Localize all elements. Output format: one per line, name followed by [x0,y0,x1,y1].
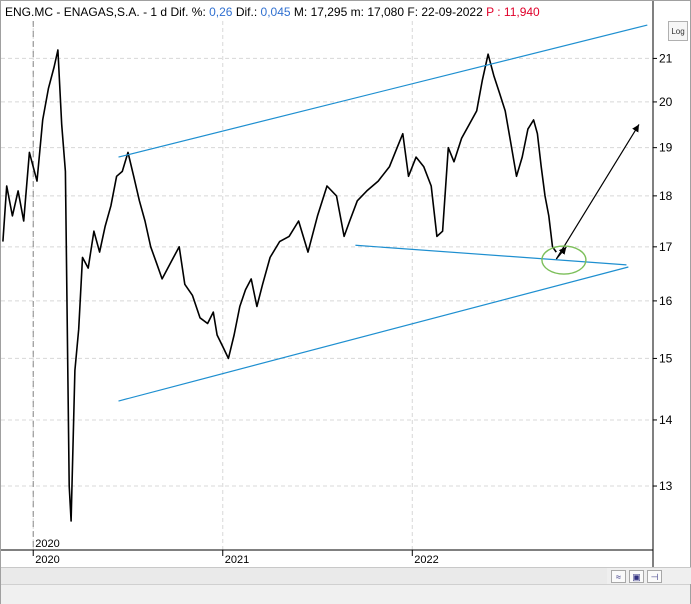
projection-arrow [555,124,640,260]
y-tick-label: 16 [659,294,673,308]
chart-header: ENG.MC - ENAGAS,S.A. - 1 d Dif. %: 0,26 … [5,5,540,19]
header-date-value: 22-09-2022 [421,5,483,19]
y-tick-label: 21 [659,51,673,65]
header-date-label: F: [407,5,418,19]
grid-lines [1,21,653,550]
header-min-label: m: [351,5,364,19]
annotations [118,24,648,402]
cursor-date-label: 2020 [35,538,59,550]
chart-toolbar: ≈ ▣ ⊣ [607,567,691,584]
x-tick-labels: 2020 2021 2022 [32,550,439,566]
price-line [2,49,557,522]
header-dif-value: 0,045 [261,5,291,19]
y-tick-labels: 13 14 15 16 17 18 19 20 21 [653,51,673,493]
header-sep2: - [143,5,147,19]
log-scale-button[interactable]: Log [668,21,688,41]
header-max-value: 17,295 [311,5,348,19]
header-name: ENAGAS,S.A. [64,5,140,19]
header-p-value: 11,940 [504,5,540,19]
header-period: 1 d [150,5,167,19]
y-tick-label: 13 [659,479,673,493]
header-max-label: M: [294,5,307,19]
y-tick-label: 20 [659,95,673,109]
y-tick-label: 15 [659,351,673,365]
pin-icon[interactable]: ⊣ [647,569,662,583]
y-tick-label: 14 [659,413,673,427]
chart-toggle-icon[interactable]: ≈ [611,569,626,583]
y-tick-label: 18 [659,189,673,203]
channel-lower-line [118,266,629,402]
x-tick-label: 2020 [35,554,59,566]
header-sep1: - [56,5,60,19]
save-icon[interactable]: ▣ [629,569,644,583]
header-dif-pct-value: 0,26 [209,5,233,19]
x-tick-label: 2021 [225,554,249,566]
plot-background [1,1,690,567]
header-min-value: 17,080 [367,5,404,19]
status-bar [1,584,690,604]
x-tick-label: 2022 [414,554,438,566]
header-dif-label: Dif.: [236,5,257,19]
highlight-ellipse [541,245,587,275]
y-tick-label: 19 [659,141,673,155]
channel-upper-line [118,24,648,158]
y-tick-label: 17 [659,240,673,254]
horizontal-scrollbar[interactable] [1,567,607,585]
neckline-line [355,244,627,266]
cursor-line: 2020 [32,21,60,550]
header-p-label: P : [486,5,500,19]
price-series [2,49,557,522]
header-dif-pct-label: Dif. %: [170,5,205,19]
header-symbol: ENG.MC [5,5,53,19]
